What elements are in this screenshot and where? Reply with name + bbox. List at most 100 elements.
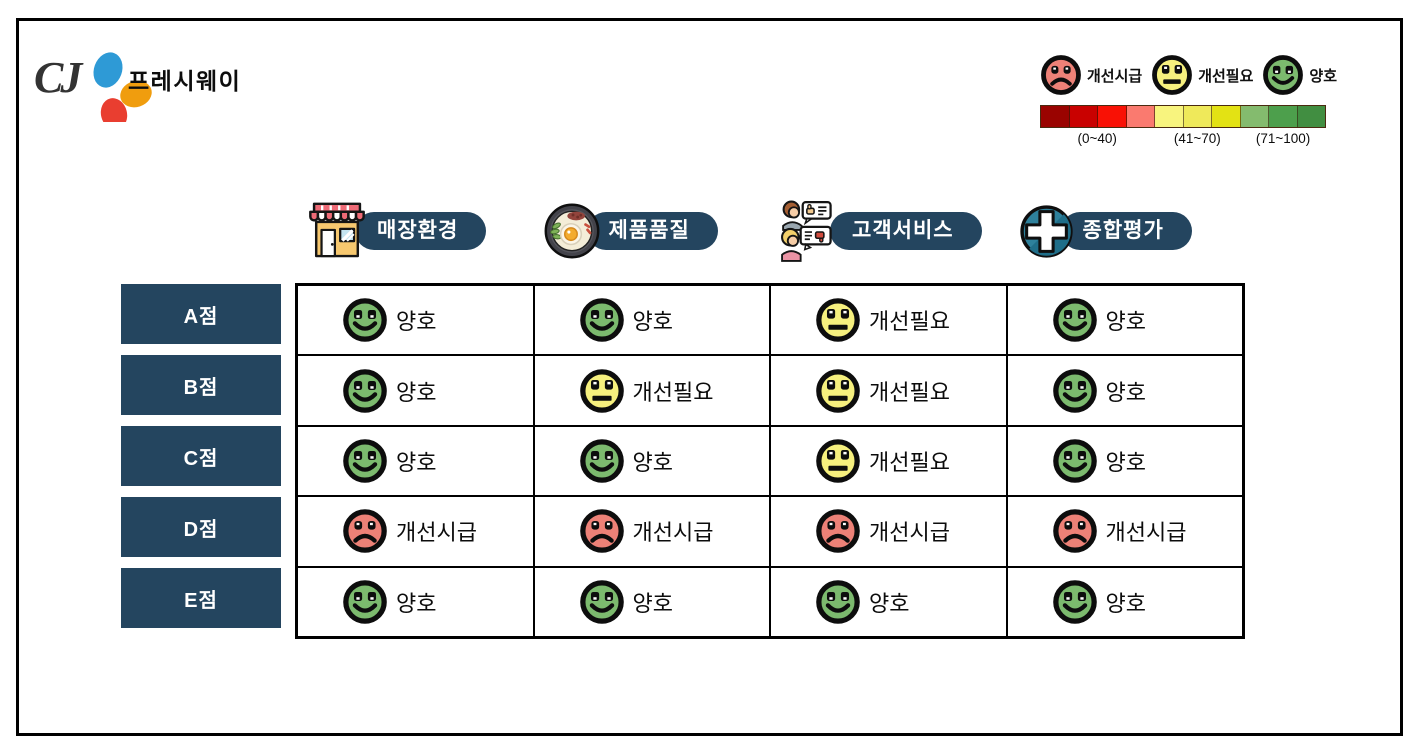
rating-face-icon	[1052, 579, 1098, 625]
scale-segment	[1155, 106, 1184, 127]
scale-segment	[1041, 106, 1070, 127]
rating-face-icon	[1052, 368, 1098, 414]
rating-face-icon	[579, 438, 625, 484]
ratings-table: 양호 양호 개선필요 양호 양호 개선필요 개선필요 양호	[295, 283, 1245, 639]
table-cell: 양호	[297, 355, 534, 426]
column-header-store-environment: 매장환경	[295, 186, 533, 276]
table-cell: 양호	[770, 566, 1007, 637]
legend-label: 개선시급	[1087, 67, 1143, 85]
plus-circle-icon	[1018, 203, 1075, 260]
customer-chat-icon	[780, 200, 844, 262]
table-cell: 개선필요	[533, 355, 770, 426]
rating-face-icon	[815, 579, 861, 625]
rating-label: 양호	[396, 309, 437, 335]
row-label-store-b: B점	[121, 355, 281, 415]
row-label-store-e: E점	[121, 568, 281, 628]
brand-logo: CJ 프레시웨이	[34, 26, 364, 122]
rating-face-icon	[342, 297, 388, 343]
rating-face-icon	[815, 508, 861, 554]
rating-face-icon	[342, 438, 388, 484]
legend-item-good: 양호	[1262, 54, 1337, 96]
table-cell: 개선시급	[770, 496, 1007, 567]
rating-face-icon	[579, 368, 625, 414]
rating-face-icon	[815, 438, 861, 484]
rating-label: 양호	[396, 590, 437, 616]
table-cell: 개선시급	[533, 496, 770, 567]
rating-label: 양호	[632, 590, 673, 616]
row-label-store-a: A점	[121, 284, 281, 344]
happy-face-icon	[1262, 54, 1304, 96]
table-cell: 양호	[297, 566, 534, 637]
table-cell: 양호	[533, 425, 770, 497]
row-label-store-d: D점	[121, 497, 281, 557]
legend-label: 양호	[1309, 67, 1338, 85]
rating-label: 개선시급	[632, 520, 714, 546]
legend: 개선시급 개선필요 양호	[1040, 54, 1337, 146]
row-labels: A점 B점 C점 D점 E점	[121, 284, 281, 639]
page-border	[16, 18, 1403, 736]
rating-face-icon	[342, 368, 388, 414]
column-header-product-quality: 제품품질	[533, 186, 771, 276]
table-cell: 양호	[297, 285, 534, 356]
table-cell: 개선시급	[297, 496, 534, 567]
svg-text:CJ: CJ	[34, 53, 84, 102]
range-label: (71~100)	[1255, 131, 1311, 146]
scale-segment	[1240, 106, 1269, 127]
column-header-pill: 제품품질	[586, 212, 718, 250]
rating-label: 개선필요	[632, 379, 714, 405]
rating-face-icon	[1052, 297, 1098, 343]
table-cell: 양호	[1006, 566, 1243, 637]
scale-segment	[1126, 106, 1155, 127]
table-cell: 양호	[533, 566, 770, 637]
legend-item-needs: 개선필요	[1151, 54, 1253, 96]
cj-logo-icon: CJ	[34, 52, 152, 122]
table-cell: 양호	[533, 285, 770, 356]
rating-label: 개선필요	[869, 379, 950, 405]
rating-label: 양호	[396, 449, 437, 475]
table-cell: 개선필요	[770, 425, 1007, 497]
range-label: (41~70)	[1173, 131, 1221, 146]
column-header-overall: 종합평가	[1008, 186, 1246, 276]
scale-segment	[1069, 106, 1098, 127]
rating-face-icon	[342, 579, 388, 625]
scale-range-labels: (0~40) (41~70) (71~100)	[1040, 131, 1326, 146]
legend-label: 개선필요	[1198, 67, 1254, 85]
rating-label: 양호	[632, 449, 673, 475]
rating-label: 개선필요	[869, 309, 950, 335]
rating-face-icon	[1052, 508, 1098, 554]
rating-face-icon	[815, 297, 861, 343]
legend-faces: 개선시급 개선필요 양호	[1040, 54, 1337, 96]
column-header-pill: 고객서비스	[830, 212, 982, 250]
sad-face-icon	[1040, 54, 1082, 96]
scale-segment	[1098, 106, 1127, 127]
table-cell: 개선시급	[1006, 496, 1243, 567]
scale-segment	[1297, 106, 1325, 127]
table-cell: 개선필요	[770, 355, 1007, 426]
rating-face-icon	[1052, 438, 1098, 484]
rating-face-icon	[579, 297, 625, 343]
score-color-scale	[1040, 105, 1326, 128]
rating-label: 양호	[869, 590, 910, 616]
rating-label: 양호	[632, 309, 673, 335]
rating-label: 개선시급	[396, 520, 477, 546]
rating-face-icon	[579, 508, 625, 554]
rating-face-icon	[579, 579, 625, 625]
table-cell: 양호	[1006, 425, 1243, 497]
rating-label: 양호	[1105, 590, 1146, 616]
table-cell: 개선필요	[770, 285, 1007, 356]
rating-label: 양호	[1105, 309, 1146, 335]
rating-face-icon	[815, 368, 861, 414]
rating-label: 개선시급	[1105, 520, 1187, 546]
column-header-pill: 매장환경	[355, 212, 487, 250]
storefront-icon	[305, 202, 369, 260]
column-headers: 매장환경	[295, 186, 1245, 276]
rating-label: 양호	[1105, 379, 1146, 405]
rating-label: 개선필요	[869, 449, 950, 475]
rating-label: 개선시급	[869, 520, 950, 546]
scale-segment	[1183, 106, 1212, 127]
food-bowl-icon	[543, 202, 601, 260]
brand-name: 프레시웨이	[128, 68, 242, 94]
rating-label: 양호	[396, 379, 437, 405]
rating-label: 양호	[1105, 449, 1146, 475]
